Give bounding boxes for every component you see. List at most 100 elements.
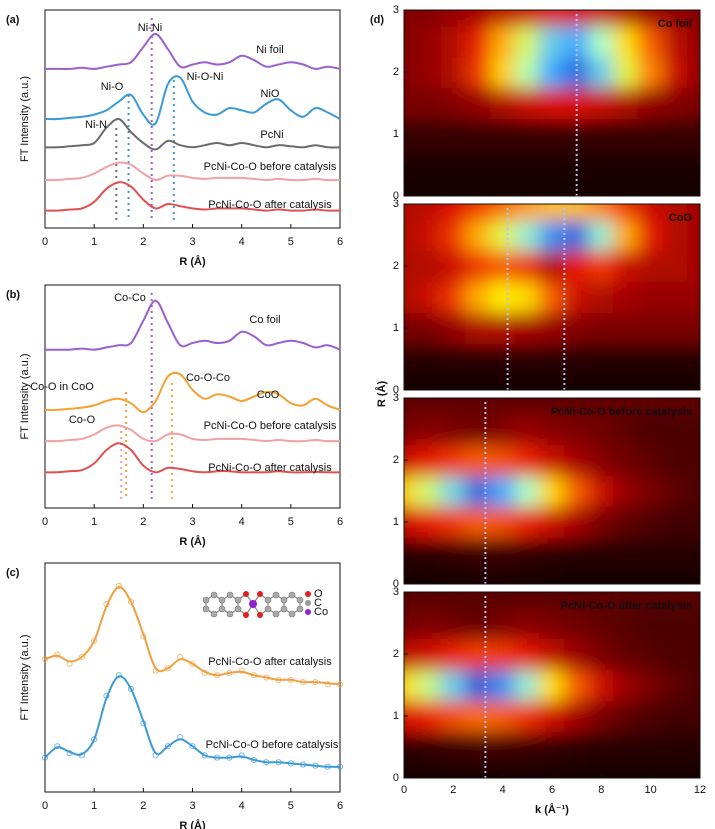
y-tick-label: 2 [393, 260, 399, 272]
heatmap-cell [563, 606, 590, 640]
heatmap-cell [465, 373, 491, 390]
heatmap-cell [514, 311, 541, 345]
heatmap-cell [563, 730, 590, 764]
data-point [238, 752, 245, 759]
series-label: PcNi-Co-O before catalysis [204, 420, 337, 432]
y-tick-label: 1 [393, 710, 399, 722]
x-tick-label: 3 [189, 516, 195, 528]
heatmap-cell [662, 637, 689, 671]
heatmap-cell [637, 592, 664, 609]
heatmap-cell [539, 55, 565, 89]
heatmap-cell [662, 117, 689, 151]
heatmap-cell [539, 311, 565, 345]
heatmap-cell [415, 373, 442, 390]
heatmap-cell [415, 592, 442, 609]
heatmap-cell [514, 179, 541, 196]
heatmap-cell [662, 592, 689, 609]
heatmap-cell [539, 204, 565, 221]
heatmap-cell [613, 218, 639, 252]
heatmap-cell [539, 218, 565, 252]
heatmap-cell [514, 398, 541, 415]
heatmap-cell [687, 117, 700, 151]
heatmap-cell [489, 536, 516, 570]
heatmap-cell [465, 86, 491, 120]
heatmap-cell [687, 730, 700, 764]
heatmap-cell [440, 148, 467, 182]
heatmap-cell [415, 55, 442, 89]
map-title: CoO [669, 212, 693, 224]
series-label: PcNi-Co-O after catalysis [208, 656, 332, 668]
heatmap-cell [637, 280, 664, 314]
plot-frame [403, 397, 701, 585]
heatmap-cell [613, 398, 639, 415]
heatmap-cell [687, 761, 700, 778]
heatmap-cell [588, 280, 615, 314]
heatmap-cell [539, 398, 565, 415]
series-label: PcNi-Co-O before catalysis [204, 161, 337, 173]
heatmap-cell [404, 761, 417, 778]
heatmap-cell [588, 505, 615, 539]
heatmap-cell [415, 86, 442, 120]
heatmap-cell [613, 55, 639, 89]
legend-swatch [305, 591, 311, 597]
heatmap-cell [440, 86, 467, 120]
series-line [44, 117, 341, 151]
x-tick-label: 0 [42, 800, 48, 812]
heatmap-cell [465, 179, 491, 196]
heatmap-cell [613, 204, 639, 221]
heatmap-cell [563, 204, 590, 221]
heatmap-cell [687, 55, 700, 89]
heatmap-cell [489, 730, 516, 764]
x-axis-label: R (Å) [179, 535, 206, 548]
heatmap-cell [613, 24, 639, 58]
x-tick-label: 4 [239, 236, 245, 248]
heatmap-cell [687, 342, 700, 376]
heatmap-cell [539, 592, 565, 609]
heatmap-cell [465, 117, 491, 151]
heatmap-cell [613, 474, 639, 508]
heatmap-cell [404, 148, 417, 182]
y-tick-label: 0 [393, 384, 399, 396]
heatmap-cell [415, 474, 442, 508]
heatmap-cell [415, 443, 442, 477]
heatmap-cell [465, 536, 491, 570]
heatmap-cell [539, 474, 565, 508]
x-tick-label: 5 [288, 516, 294, 528]
heatmap-cell [613, 536, 639, 570]
heatmap-cell [489, 412, 516, 446]
heatmap-cell [514, 342, 541, 376]
heatmap-cell [563, 567, 590, 584]
heatmap-cell [489, 311, 516, 345]
heatmap-cell [563, 592, 590, 609]
heatmap-cell [440, 398, 467, 415]
series-line [44, 442, 341, 474]
heatmap-cell [687, 311, 700, 345]
y-axis-label: FT Intensity (a.u.) [19, 354, 31, 440]
heatmap-cell [415, 10, 442, 27]
heatmap-cell [514, 280, 541, 314]
heatmap-cell [514, 443, 541, 477]
heatmap-cell [415, 148, 442, 182]
heatmap-cell [588, 637, 615, 671]
heatmap-cell [637, 117, 664, 151]
legend-label: O [314, 588, 323, 600]
heatmap-cell [563, 218, 590, 252]
heatmap-cell [662, 218, 689, 252]
heatmap-cell [588, 373, 615, 390]
heatmap-cell [440, 606, 467, 640]
legend-swatch [305, 609, 311, 615]
heatmap-cell [662, 398, 689, 415]
heatmap-cell [514, 55, 541, 89]
heatmap-cell [415, 606, 442, 640]
heatmap-cell [687, 10, 700, 27]
heatmap-cell [404, 592, 417, 609]
heatmap-cell [404, 204, 417, 221]
series-line [44, 181, 341, 212]
heatmap-cell [514, 148, 541, 182]
heatmap-cell [539, 536, 565, 570]
heatmap-cell [404, 398, 417, 415]
heatmap-cell [613, 606, 639, 640]
annotation: Ni-O-Ni [187, 71, 224, 83]
heatmap-cell [489, 637, 516, 671]
heatmap-cell [514, 249, 541, 283]
